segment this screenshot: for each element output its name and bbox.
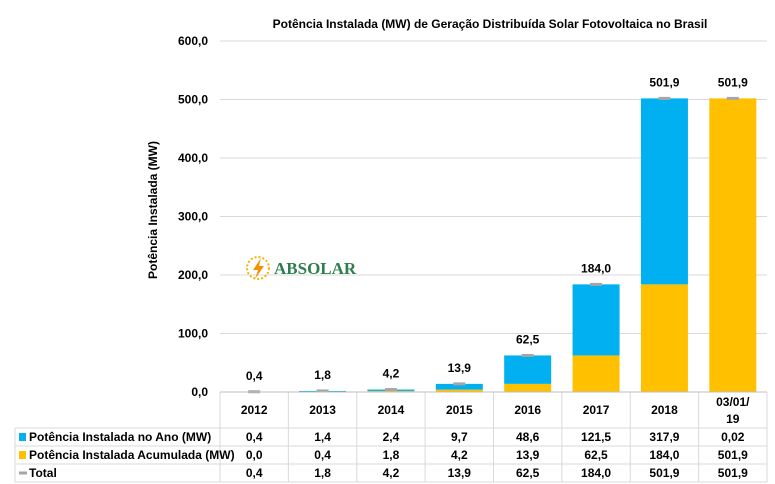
y-tick-label: 0,0 [191, 385, 208, 399]
bar-no-ano [572, 284, 620, 356]
table-cell: 184,0 [581, 466, 611, 480]
x-category-label: 03/01/ [716, 395, 750, 409]
absolar-logo: ABSOLAR [246, 256, 357, 280]
table-cell: 184,0 [649, 448, 679, 462]
total-data-label: 501,9 [718, 75, 748, 89]
total-data-label: 13,9 [448, 361, 472, 375]
bar-no-ano [640, 98, 688, 285]
table-cell: 0,02 [721, 430, 745, 444]
x-category-label: 2012 [241, 403, 268, 417]
table-cell: 317,9 [649, 430, 679, 444]
table-cell: 62,5 [516, 466, 540, 480]
x-category-label: 2014 [378, 403, 405, 417]
table-cell: 4,2 [451, 448, 468, 462]
table-cell: 0,4 [246, 430, 263, 444]
x-category-label: 2015 [446, 403, 473, 417]
chart-title: Potência Instalada (MW) de Geração Distr… [273, 17, 708, 31]
y-tick-label: 400,0 [178, 151, 208, 165]
y-tick-label: 600,0 [178, 34, 208, 48]
table-cell: 501,9 [649, 466, 679, 480]
bar-acumulada [709, 98, 757, 393]
x-category-label: 2018 [651, 403, 678, 417]
table-cell: 1,4 [314, 430, 331, 444]
x-category-label: 19 [726, 412, 740, 426]
total-data-label: 184,0 [581, 261, 611, 275]
table-cell: 1,8 [314, 466, 331, 480]
y-axis-label: Potência Instalada (MW) [146, 141, 160, 279]
table-cell: 501,9 [718, 466, 748, 480]
table-cell: 9,7 [451, 430, 468, 444]
legend-key [19, 451, 26, 459]
bar-acumulada [572, 355, 620, 392]
total-data-label: 62,5 [516, 332, 540, 346]
total-data-label: 0,4 [246, 369, 263, 383]
x-category-label: 2016 [514, 403, 541, 417]
table-cell: 0,4 [314, 448, 331, 462]
logo-text: ABSOLAR [274, 259, 357, 278]
table-cell: 62,5 [584, 448, 608, 462]
table-cell: 1,8 [383, 448, 400, 462]
table-cell: 501,9 [718, 448, 748, 462]
total-data-label: 501,9 [649, 75, 679, 89]
legend-key-total [19, 471, 27, 475]
legend-label: Potência Instalada Acumulada (MW) [29, 448, 235, 462]
legend-label: Potência Instalada no Ano (MW) [29, 430, 211, 444]
table-cell: 13,9 [448, 466, 472, 480]
bar-acumulada [435, 389, 483, 392]
x-category-label: 2013 [309, 403, 336, 417]
total-data-label: 1,8 [314, 368, 331, 382]
legend-label: Total [29, 466, 57, 480]
table-cell: 2,4 [383, 430, 400, 444]
bar-no-ano [435, 383, 483, 390]
y-tick-label: 200,0 [178, 268, 208, 282]
table-cell: 13,9 [516, 448, 540, 462]
bar-no-ano [504, 355, 552, 384]
y-tick-label: 300,0 [178, 210, 208, 224]
y-tick-label: 500,0 [178, 93, 208, 107]
x-category-label: 2017 [583, 403, 610, 417]
table-cell: 4,2 [383, 466, 400, 480]
bar-acumulada [504, 383, 552, 392]
table-cell: 0,0 [246, 448, 263, 462]
table-cell: 121,5 [581, 430, 611, 444]
y-tick-label: 100,0 [178, 327, 208, 341]
table-cell: 48,6 [516, 430, 540, 444]
table-cell: 0,4 [246, 466, 263, 480]
total-data-label: 4,2 [383, 367, 400, 381]
legend-key [19, 433, 26, 441]
bar-acumulada [367, 390, 415, 392]
bar-acumulada [640, 284, 688, 392]
